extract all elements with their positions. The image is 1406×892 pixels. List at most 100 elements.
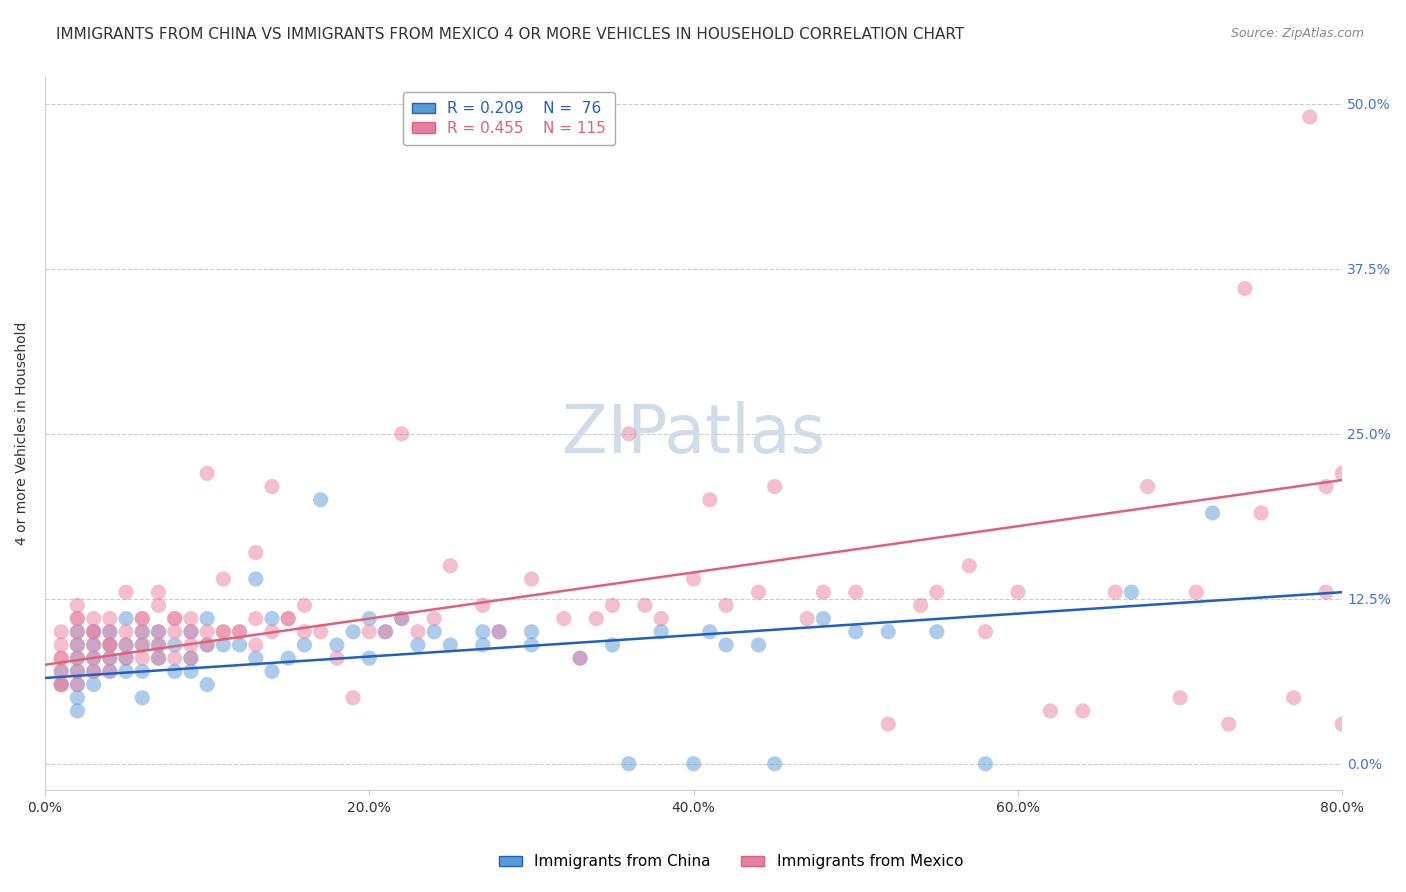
Point [650, 611, 672, 625]
Point [83, 651, 105, 665]
Point [131, 624, 153, 639]
Point [195, 611, 218, 625]
Point [148, 599, 170, 613]
Point [66, 624, 89, 639]
Point [228, 624, 250, 639]
Point [51, 677, 73, 691]
Point [180, 651, 202, 665]
Point [245, 611, 267, 625]
Point [813, 611, 835, 625]
Point [471, 599, 494, 613]
Point [1331, 717, 1354, 731]
Point [1282, 690, 1305, 705]
Point [488, 624, 510, 639]
Point [212, 624, 235, 639]
Point [617, 756, 640, 771]
Point [51, 638, 73, 652]
Point [115, 651, 138, 665]
Point [439, 558, 461, 573]
Point [83, 611, 105, 625]
Point [974, 756, 997, 771]
Point [747, 585, 769, 599]
Point [423, 624, 446, 639]
Point [51, 624, 73, 639]
Point [83, 665, 105, 679]
Point [359, 651, 381, 665]
Point [1315, 479, 1337, 493]
Point [602, 599, 624, 613]
Point [682, 572, 704, 586]
Text: IMMIGRANTS FROM CHINA VS IMMIGRANTS FROM MEXICO 4 OR MORE VEHICLES IN HOUSEHOLD : IMMIGRANTS FROM CHINA VS IMMIGRANTS FROM… [56, 27, 965, 42]
Point [260, 665, 283, 679]
Point [98, 651, 121, 665]
Point [1104, 585, 1126, 599]
Point [195, 467, 218, 481]
Point [1250, 506, 1272, 520]
Point [180, 611, 202, 625]
Point [98, 651, 121, 665]
Point [51, 651, 73, 665]
Point [228, 624, 250, 639]
Point [309, 492, 332, 507]
Point [98, 638, 121, 652]
Point [98, 665, 121, 679]
Point [148, 624, 170, 639]
Point [877, 717, 900, 731]
Point [1331, 467, 1354, 481]
Point [66, 599, 89, 613]
Point [796, 611, 818, 625]
Point [148, 638, 170, 652]
Point [83, 638, 105, 652]
Point [520, 572, 543, 586]
Point [66, 651, 89, 665]
Point [602, 638, 624, 652]
Point [569, 651, 592, 665]
Point [374, 624, 396, 639]
Point [813, 585, 835, 599]
Point [98, 624, 121, 639]
Point [131, 624, 153, 639]
Legend: Immigrants from China, Immigrants from Mexico: Immigrants from China, Immigrants from M… [494, 848, 969, 875]
Point [98, 624, 121, 639]
Point [391, 611, 413, 625]
Point [845, 585, 868, 599]
Point [115, 624, 138, 639]
Point [180, 651, 202, 665]
Point [520, 638, 543, 652]
Point [83, 624, 105, 639]
Point [1315, 585, 1337, 599]
Point [83, 624, 105, 639]
Point [212, 638, 235, 652]
Point [1071, 704, 1094, 718]
Point [925, 624, 948, 639]
Point [747, 638, 769, 652]
Point [115, 585, 138, 599]
Point [277, 611, 299, 625]
Point [1299, 110, 1322, 124]
Point [163, 651, 186, 665]
Legend: R = 0.209    N =  76, R = 0.455    N = 115: R = 0.209 N = 76, R = 0.455 N = 115 [404, 92, 614, 145]
Point [51, 677, 73, 691]
Point [714, 638, 737, 652]
Point [763, 479, 786, 493]
Point [148, 585, 170, 599]
Point [66, 611, 89, 625]
Point [277, 651, 299, 665]
Point [228, 638, 250, 652]
Point [699, 624, 721, 639]
Point [163, 638, 186, 652]
Point [957, 558, 980, 573]
Point [180, 624, 202, 639]
Point [212, 624, 235, 639]
Point [51, 677, 73, 691]
Point [245, 638, 267, 652]
Point [66, 651, 89, 665]
Point [634, 599, 657, 613]
Point [342, 690, 364, 705]
Point [163, 611, 186, 625]
Point [115, 665, 138, 679]
Point [294, 638, 316, 652]
Point [585, 611, 607, 625]
Point [66, 690, 89, 705]
Point [115, 638, 138, 652]
